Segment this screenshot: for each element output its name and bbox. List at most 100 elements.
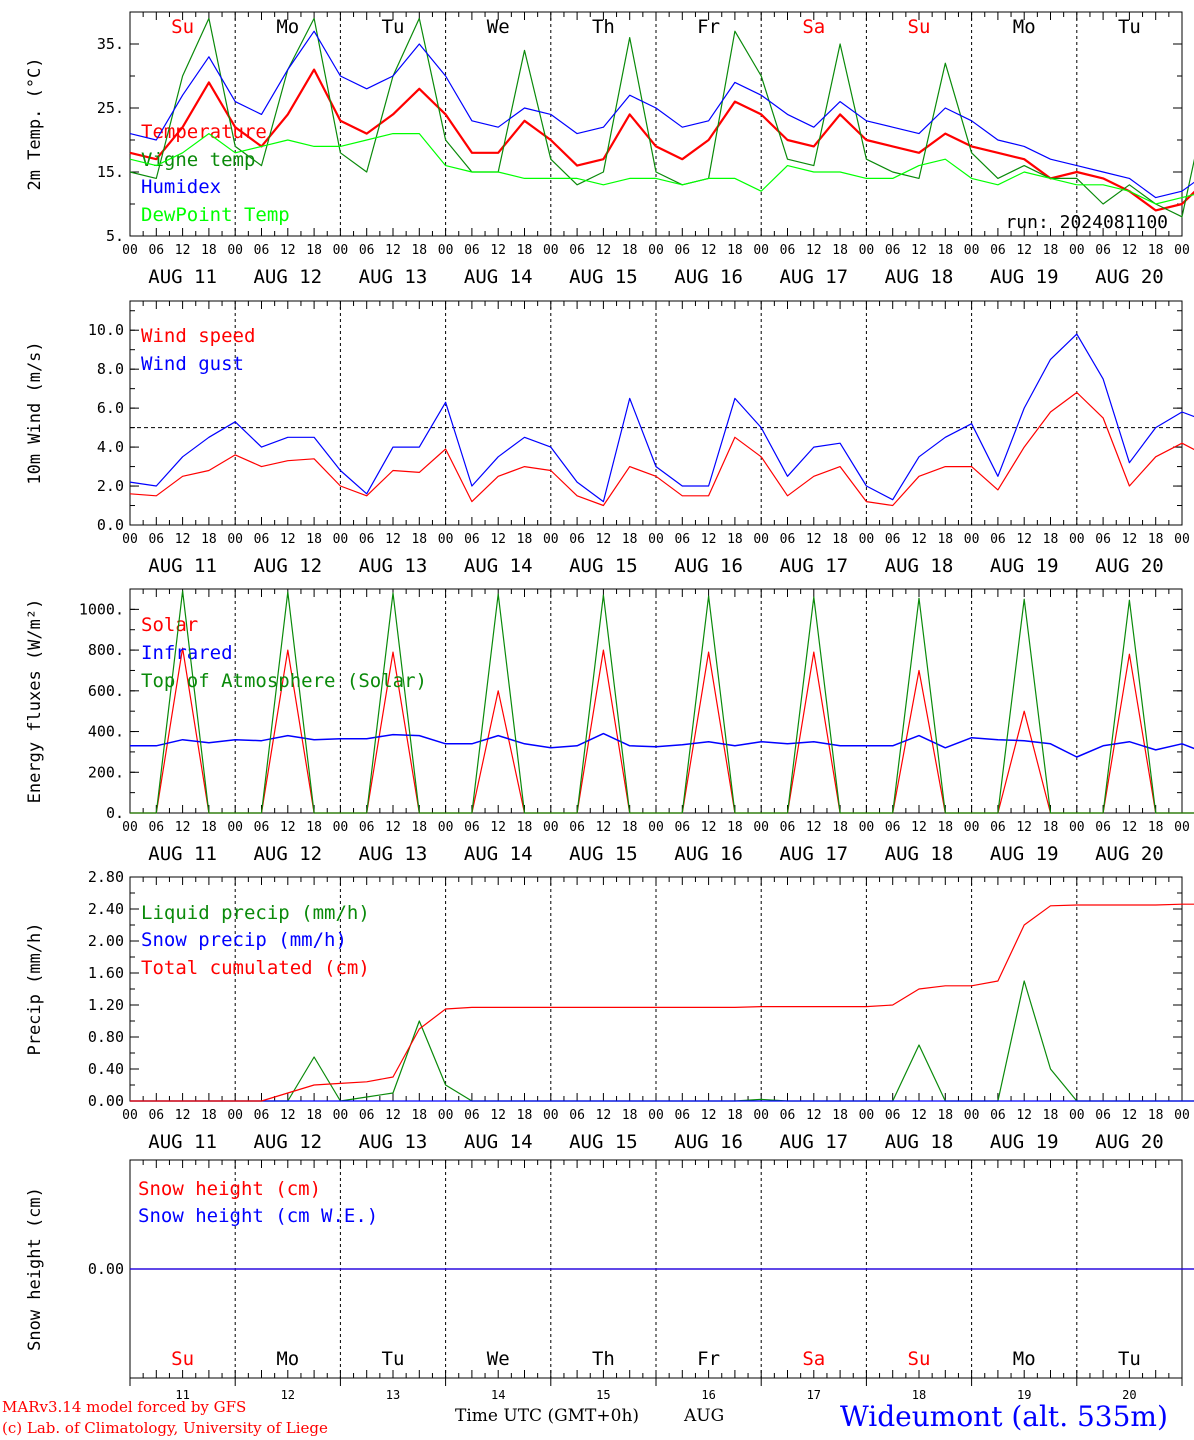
x-hour-label: 06 xyxy=(990,532,1006,547)
x-day-label: AUG 14 xyxy=(464,555,533,577)
x-hour-label: 00 xyxy=(543,1108,559,1123)
y-tick-label: 35. xyxy=(97,35,124,53)
x-hour-label: 12 xyxy=(385,243,401,258)
x-hour-label: 18 xyxy=(201,820,217,835)
y-tick-label: 400. xyxy=(88,723,124,741)
day-number-label: 15 xyxy=(596,1388,610,1402)
weekday-label-bottom: Tu xyxy=(382,1348,405,1370)
x-day-label: AUG 15 xyxy=(569,843,638,865)
x-hour-label: 00 xyxy=(1174,243,1190,258)
x-day-label: AUG 14 xyxy=(464,843,533,865)
y-tick-label: 2.00 xyxy=(88,932,124,950)
x-hour-label: 00 xyxy=(438,820,454,835)
x-hour-label: 12 xyxy=(490,820,506,835)
y-tick-label: 4.0 xyxy=(97,438,124,456)
x-hour-label: 12 xyxy=(701,532,717,547)
x-hour-label: 06 xyxy=(569,820,585,835)
x-day-label: AUG 16 xyxy=(674,1131,743,1153)
x-hour-label: 12 xyxy=(385,532,401,547)
legend-entry: Humidex xyxy=(141,176,221,198)
x-day-label: AUG 20 xyxy=(1095,266,1164,288)
model-credit: MARv3.14 model forced by GFS xyxy=(2,1398,247,1416)
x-hour-label: 18 xyxy=(622,1108,638,1123)
x-day-label: AUG 17 xyxy=(779,843,848,865)
x-hour-label: 00 xyxy=(753,1108,769,1123)
day-number-label: 12 xyxy=(281,1388,295,1402)
x-day-label: AUG 11 xyxy=(148,1131,217,1153)
x-hour-label: 00 xyxy=(333,243,349,258)
x-hour-label: 12 xyxy=(1122,820,1138,835)
x-day-label: AUG 14 xyxy=(464,266,533,288)
series-line-wind-gust xyxy=(129,333,1194,503)
x-hour-label: 00 xyxy=(859,532,875,547)
weekday-label-bottom: Th xyxy=(592,1348,615,1370)
x-hour-label: 06 xyxy=(780,820,796,835)
x-hour-label: 06 xyxy=(569,243,585,258)
x-hour-label: 12 xyxy=(806,820,822,835)
series-line-top-of-atmosphere-solar- xyxy=(130,590,1194,814)
x-hour-label: 06 xyxy=(990,820,1006,835)
x-hour-label: 06 xyxy=(674,820,690,835)
x-day-label: AUG 18 xyxy=(885,555,954,577)
y-tick-label: 2.0 xyxy=(97,477,124,495)
x-hour-label: 06 xyxy=(885,1108,901,1123)
x-hour-label: 12 xyxy=(806,243,822,258)
legend-entry: Total cumulated (cm) xyxy=(141,957,370,979)
x-day-label: AUG 17 xyxy=(779,1131,848,1153)
x-hour-label: 06 xyxy=(359,820,375,835)
x-hour-label: 12 xyxy=(1016,1108,1032,1123)
y-axis-label: Precip (mm/h) xyxy=(25,922,45,1055)
x-hour-label: 18 xyxy=(832,532,848,547)
x-hour-label: 06 xyxy=(254,820,270,835)
x-hour-label: 00 xyxy=(964,1108,980,1123)
x-hour-label: 12 xyxy=(1016,820,1032,835)
x-hour-label: 18 xyxy=(201,1108,217,1123)
x-hour-label: 12 xyxy=(1016,532,1032,547)
x-hour-label: 00 xyxy=(753,532,769,547)
x-day-label: AUG 16 xyxy=(674,555,743,577)
x-hour-label: 00 xyxy=(122,243,138,258)
x-hour-label: 06 xyxy=(359,532,375,547)
x-day-label: AUG 16 xyxy=(674,266,743,288)
y-tick-label: 0.40 xyxy=(88,1060,124,1078)
x-day-label: AUG 12 xyxy=(253,266,322,288)
x-hour-label: 18 xyxy=(201,532,217,547)
x-hour-label: 12 xyxy=(175,1108,191,1123)
x-hour-label: 00 xyxy=(227,820,243,835)
x-hour-label: 12 xyxy=(175,532,191,547)
x-day-label: AUG 19 xyxy=(990,1131,1059,1153)
x-hour-label: 18 xyxy=(622,820,638,835)
weekday-label-top: Fr xyxy=(697,16,720,38)
x-hour-label: 06 xyxy=(780,1108,796,1123)
x-hour-label: 06 xyxy=(674,243,690,258)
panel-frame xyxy=(129,300,1183,526)
legend-entry: Solar xyxy=(141,614,198,636)
x-hour-label: 18 xyxy=(1043,1108,1059,1123)
x-hour-label: 00 xyxy=(648,1108,664,1123)
legend-entry: Infrared xyxy=(141,642,233,664)
x-hour-label: 00 xyxy=(438,1108,454,1123)
x-hour-label: 06 xyxy=(254,532,270,547)
x-hour-label: 18 xyxy=(1043,243,1059,258)
x-hour-label: 06 xyxy=(674,1108,690,1123)
x-day-label: AUG 12 xyxy=(253,1131,322,1153)
x-hour-label: 06 xyxy=(148,820,164,835)
y-tick-label: 0.0 xyxy=(97,516,124,534)
x-hour-label: 06 xyxy=(464,243,480,258)
x-hour-label: 12 xyxy=(490,532,506,547)
y-tick-label: 1000. xyxy=(79,600,124,618)
x-hour-label: 12 xyxy=(385,1108,401,1123)
x-hour-label: 00 xyxy=(964,532,980,547)
x-hour-label: 12 xyxy=(596,820,612,835)
legend-entry: Vigne temp xyxy=(141,149,255,171)
x-hour-label: 06 xyxy=(674,532,690,547)
x-hour-label: 00 xyxy=(122,820,138,835)
x-hour-label: 00 xyxy=(753,820,769,835)
x-day-label: AUG 20 xyxy=(1095,555,1164,577)
x-hour-label: 18 xyxy=(411,532,427,547)
y-tick-label: 0. xyxy=(106,804,124,822)
run-label: run: 2024081100 xyxy=(1005,212,1168,233)
x-hour-label: 12 xyxy=(596,243,612,258)
x-hour-label: 00 xyxy=(964,820,980,835)
x-hour-label: 18 xyxy=(306,1108,322,1123)
